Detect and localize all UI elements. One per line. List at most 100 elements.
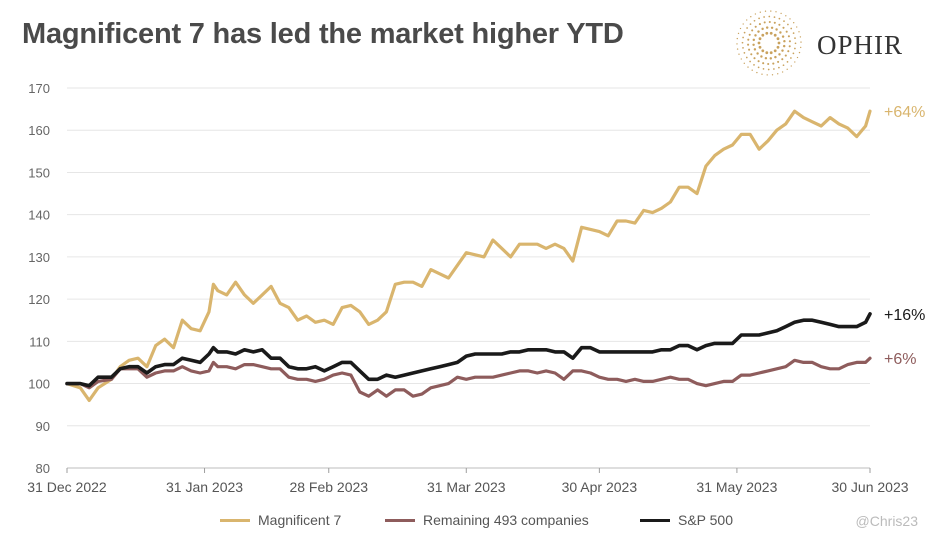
logo-dot xyxy=(772,62,775,65)
logo-dot xyxy=(761,27,764,31)
logo-dot xyxy=(775,11,777,13)
logo-dot xyxy=(786,61,789,63)
y-tick-label: 130 xyxy=(28,250,50,265)
logo-dot xyxy=(769,57,773,60)
logo-dot xyxy=(787,23,789,26)
x-tick-label: 30 Jun 2023 xyxy=(831,479,908,495)
logo-dot xyxy=(766,74,768,76)
legend-item-magnificent-7: Magnificent 7 xyxy=(220,512,341,528)
logo-dot xyxy=(781,71,784,73)
x-tick-label: 30 Apr 2023 xyxy=(562,479,638,495)
series-line-0 xyxy=(65,109,872,402)
logo-dot xyxy=(779,31,782,34)
logo-dot xyxy=(773,21,776,24)
logo-dot xyxy=(782,64,785,67)
logo-dot xyxy=(753,64,755,66)
logo-dot xyxy=(742,23,744,25)
logo-dot xyxy=(745,56,748,59)
logo-dot xyxy=(763,16,765,18)
logo-dot xyxy=(792,52,795,55)
logo-dot xyxy=(748,33,751,36)
logo-dot xyxy=(743,52,746,54)
logo-dot xyxy=(785,30,788,33)
sunburst-dots-logo-icon xyxy=(736,10,802,76)
logo-dot xyxy=(778,23,781,26)
logo-dot xyxy=(788,45,791,48)
legend-label: S&P 500 xyxy=(678,512,734,528)
logo-dot xyxy=(736,43,738,45)
logo-dot xyxy=(763,21,766,24)
logo-dot xyxy=(796,26,798,28)
logo-dot xyxy=(746,27,748,29)
logo-dot xyxy=(754,34,757,37)
y-tick-label: 120 xyxy=(28,292,50,307)
y-tick-label: 100 xyxy=(28,377,50,392)
logo-dot xyxy=(765,26,769,29)
logo-dot xyxy=(750,53,753,56)
logo-dot xyxy=(794,42,797,45)
logo-dot xyxy=(777,41,781,45)
logo-dot xyxy=(800,41,802,43)
logo-dot xyxy=(793,22,795,24)
logo-dot xyxy=(751,69,753,71)
logo-dot xyxy=(781,49,784,52)
legend-label: Remaining 493 companies xyxy=(423,512,589,528)
logo-dot xyxy=(742,36,744,39)
logo-dot xyxy=(790,57,792,59)
logo-dot xyxy=(737,32,740,35)
series-line-1 xyxy=(65,356,872,398)
y-tick-label: 80 xyxy=(36,461,50,476)
logo-dot xyxy=(783,20,785,22)
logo-dot xyxy=(753,48,757,51)
logo-dot xyxy=(764,10,767,12)
y-tick-label: 160 xyxy=(28,123,50,138)
logo-dot xyxy=(786,68,788,70)
x-tick-label: 28 Feb 2023 xyxy=(289,479,368,495)
logo-dot xyxy=(773,16,776,18)
series-end-label: +16% xyxy=(884,307,925,324)
series-line-2 xyxy=(65,312,872,388)
logo-dot xyxy=(783,39,786,43)
logo-dot xyxy=(736,37,738,40)
logo-dot xyxy=(794,61,796,63)
logo-dot xyxy=(785,15,787,17)
logo-dot xyxy=(747,38,750,41)
logo-dot xyxy=(794,47,796,50)
logo-dot xyxy=(788,40,791,43)
logo-dot xyxy=(769,31,773,35)
y-tick-label: 140 xyxy=(28,208,50,223)
legend-swatch xyxy=(640,518,670,522)
logo-dot xyxy=(792,32,795,34)
brand-logo: OPHIR xyxy=(735,8,925,78)
series-end-label: +64% xyxy=(884,104,925,121)
logo-dot xyxy=(761,33,765,37)
logo-dot xyxy=(747,43,750,46)
logo-dot xyxy=(748,48,751,51)
logo-dot xyxy=(787,50,790,53)
logo-dot xyxy=(781,35,785,38)
x-tick-label: 31 Jan 2023 xyxy=(166,479,243,495)
logo-dot xyxy=(758,17,760,20)
logo-dot xyxy=(754,25,757,28)
logo-dot xyxy=(767,62,770,66)
legend-item-sp500: S&P 500 xyxy=(640,512,733,528)
logo-dot xyxy=(774,55,777,59)
logo-dot xyxy=(787,35,790,38)
logo-dot xyxy=(740,58,742,60)
logo-dot xyxy=(800,46,802,49)
logo-dot xyxy=(753,19,756,22)
logo-dot xyxy=(747,66,749,68)
logo-dot xyxy=(767,68,770,71)
logo-dot xyxy=(765,31,769,35)
logo-dot xyxy=(773,33,777,37)
x-tick-label: 31 Mar 2023 xyxy=(427,479,506,495)
logo-dot xyxy=(739,27,742,30)
chart-legend: Magnificent 7 Remaining 493 companies S&… xyxy=(0,512,940,536)
logo-dot xyxy=(780,12,782,15)
logo-dot xyxy=(761,73,763,75)
logo-dot xyxy=(752,38,756,42)
logo-dot xyxy=(776,37,780,41)
chart-title: Magnificent 7 has led the market higher … xyxy=(22,18,624,50)
logo-dot xyxy=(770,10,772,12)
logo-dot xyxy=(741,41,744,44)
